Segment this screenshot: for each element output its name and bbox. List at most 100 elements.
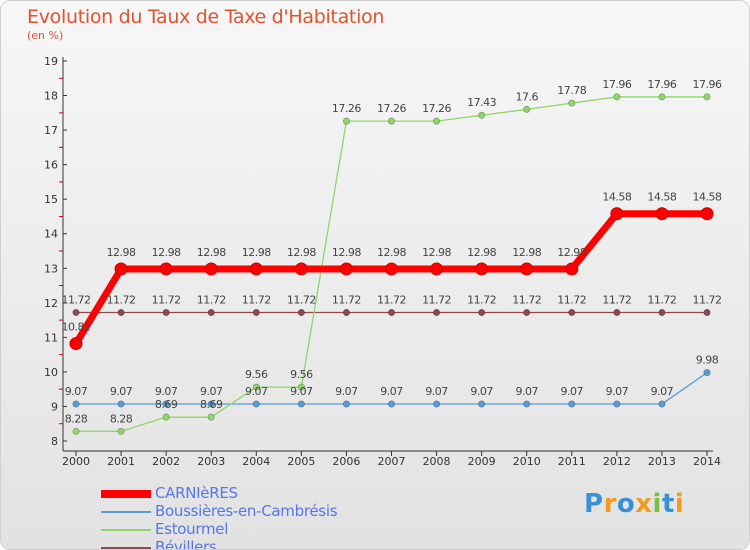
data-label: 14.58 (693, 191, 722, 204)
data-point (658, 93, 666, 101)
data-label: 11.72 (557, 293, 586, 306)
y-tick-label: 17 (44, 124, 58, 137)
data-point (252, 383, 260, 391)
y-tick-label: 10 (44, 366, 58, 379)
data-label: 11.72 (332, 293, 361, 306)
data-label: 9.07 (515, 385, 538, 398)
x-tick-label: 2001 (107, 455, 135, 468)
data-label: 11.72 (62, 293, 91, 306)
data-label: 12.98 (107, 246, 136, 259)
data-point (72, 400, 80, 408)
legend-label: Estourmel (155, 520, 229, 538)
x-tick-label: 2009 (468, 455, 496, 468)
data-point (72, 427, 80, 435)
data-label: 9.07 (425, 385, 448, 398)
data-point (117, 400, 125, 408)
data-point (523, 400, 531, 408)
data-label: 12.98 (242, 246, 271, 259)
legend-swatch (101, 490, 151, 498)
legend-label: Bévillers (155, 538, 217, 550)
data-label: 10.82 (62, 321, 91, 334)
data-label: 11.72 (152, 293, 181, 306)
data-point (207, 308, 215, 316)
data-point (342, 308, 350, 316)
data-point (387, 400, 395, 408)
y-tick-label: 12 (44, 297, 58, 310)
data-label: 12.98 (422, 246, 451, 259)
data-point (297, 308, 305, 316)
data-point (703, 308, 711, 316)
data-label: 11.72 (467, 293, 496, 306)
data-point (430, 262, 444, 276)
chart-title: Evolution du Taux de Taxe d'Habitation (27, 6, 385, 28)
data-point (294, 262, 308, 276)
y-tick-label: 15 (44, 193, 58, 206)
data-label: 17.96 (647, 78, 676, 91)
data-point (387, 308, 395, 316)
data-point (478, 111, 486, 119)
data-point (658, 400, 666, 408)
data-label: 9.07 (380, 385, 403, 398)
data-label: 9.07 (290, 385, 313, 398)
data-point (342, 400, 350, 408)
logo-letter: i (652, 489, 662, 519)
data-label: 17.43 (467, 96, 496, 109)
y-tick-label: 13 (44, 262, 58, 275)
data-point (339, 262, 353, 276)
x-tick-label: 2003 (197, 455, 225, 468)
x-tick-label: 2012 (603, 455, 631, 468)
data-point (478, 400, 486, 408)
logo-letter: r (603, 489, 617, 519)
data-label: 17.26 (422, 102, 451, 115)
data-point (613, 308, 621, 316)
x-tick-label: 2002 (152, 455, 180, 468)
data-point (162, 413, 170, 421)
data-point (204, 262, 218, 276)
y-tick-label: 16 (44, 159, 58, 172)
data-label: 17.26 (377, 102, 406, 115)
data-point (297, 383, 305, 391)
data-label: 11.72 (377, 293, 406, 306)
data-point (520, 262, 534, 276)
legend-swatch (101, 529, 151, 531)
y-tick-label: 11 (44, 331, 58, 344)
data-label: 8.69 (200, 398, 223, 411)
data-point (249, 262, 263, 276)
legend-swatch (101, 547, 151, 549)
x-tick-label: 2008 (423, 455, 451, 468)
data-point (252, 308, 260, 316)
data-label: 17.6 (515, 90, 538, 103)
data-point (162, 308, 170, 316)
data-label: 12.98 (512, 246, 541, 259)
logo-letter: o (616, 489, 636, 519)
data-point (433, 400, 441, 408)
x-tick-label: 2013 (648, 455, 676, 468)
data-label: 12.98 (557, 246, 586, 259)
data-label: 12.98 (287, 246, 316, 259)
legend-label: Boussières-en-Cambrésis (155, 502, 338, 520)
data-label: 14.58 (602, 191, 631, 204)
data-label: 11.72 (512, 293, 541, 306)
data-label: 9.56 (245, 368, 268, 381)
data-point (610, 207, 624, 221)
data-point (162, 400, 170, 408)
x-tick-label: 2010 (513, 455, 541, 468)
data-label: 11.72 (107, 293, 136, 306)
data-point (117, 427, 125, 435)
data-label: 12.98 (467, 246, 496, 259)
data-point (613, 93, 621, 101)
data-label: 9.07 (651, 385, 674, 398)
data-label: 12.98 (332, 246, 361, 259)
data-point (159, 262, 173, 276)
data-label: 8.28 (65, 412, 88, 425)
x-tick-label: 2014 (693, 455, 721, 468)
data-point (568, 99, 576, 107)
data-label: 11.72 (197, 293, 226, 306)
x-tick-label: 2006 (332, 455, 360, 468)
data-point (568, 400, 576, 408)
y-tick-label: 9 (51, 400, 58, 413)
data-point (387, 117, 395, 125)
data-point (475, 262, 489, 276)
data-point (433, 308, 441, 316)
